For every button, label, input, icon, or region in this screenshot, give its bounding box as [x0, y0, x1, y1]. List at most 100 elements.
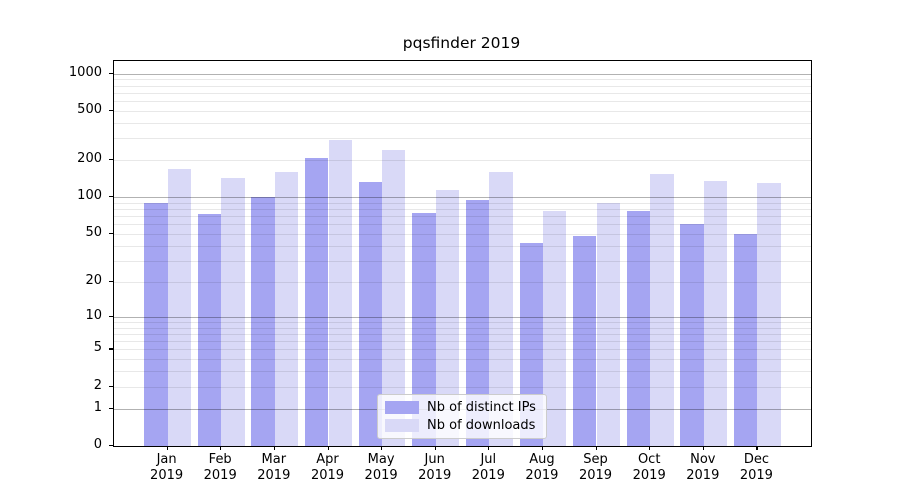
- y-tick-mark: [109, 110, 113, 112]
- legend-item-distinct-ips: Nb of distinct IPs: [385, 400, 539, 415]
- bar-distinct-ips-feb: [197, 214, 222, 446]
- x-tick-mark: [220, 446, 222, 450]
- bar-distinct-ips-mar: [251, 197, 275, 446]
- bar-downloads-nov: [703, 181, 728, 446]
- bar-downloads-sep: [596, 202, 620, 446]
- gridline-minor: [114, 202, 811, 204]
- x-tick-mark: [166, 446, 168, 450]
- y-tick-label: 10: [85, 307, 102, 323]
- legend-swatch-distinct-ips: [385, 401, 419, 414]
- y-tick-label: 1000: [68, 64, 102, 80]
- gridline-minor: [114, 209, 811, 211]
- x-tick-label: Jun 2019: [418, 452, 452, 483]
- y-tick-label: 0: [93, 437, 102, 452]
- bar-downloads-oct: [650, 173, 674, 446]
- gridline-minor: [114, 160, 811, 162]
- x-tick-label: Jan 2019: [150, 452, 184, 483]
- y-tick-mark: [109, 315, 113, 317]
- x-tick-mark: [327, 446, 329, 450]
- y-tick-mark: [109, 233, 113, 235]
- gridline-minor: [114, 245, 811, 247]
- gridline-major: [114, 316, 811, 318]
- x-tick-label: Nov 2019: [686, 452, 720, 483]
- bar-distinct-ips-jun: [412, 212, 436, 446]
- x-tick-label: Apr 2019: [310, 452, 345, 483]
- y-tick-label: 2: [93, 377, 102, 393]
- bar-distinct-ips-sep: [573, 236, 597, 446]
- gridline-major: [114, 197, 811, 199]
- gridline-minor: [114, 371, 811, 373]
- x-tick-label: Jul 2019: [471, 452, 505, 483]
- gridline-minor: [114, 359, 811, 361]
- bar-downloads-feb: [221, 178, 245, 446]
- legend-label-downloads: Nb of downloads: [427, 418, 536, 433]
- bar-downloads-dec: [757, 183, 781, 446]
- bar-distinct-ips-oct: [626, 211, 651, 446]
- bar-distinct-ips-nov: [680, 224, 704, 446]
- legend: Nb of distinct IPs Nb of downloads: [377, 394, 547, 439]
- y-tick-label: 5: [93, 340, 102, 356]
- x-tick-label: Oct 2019: [632, 452, 666, 483]
- gridline-minor: [114, 224, 811, 226]
- bar-distinct-ips-apr: [305, 158, 329, 446]
- y-tick-label: 20: [85, 272, 102, 288]
- bar-distinct-ips-may: [358, 182, 383, 446]
- x-tick-mark: [649, 446, 651, 450]
- gridline-minor: [114, 92, 811, 94]
- bar-distinct-ips-jul: [465, 200, 490, 446]
- chart-title: pqsfinder 2019: [402, 34, 521, 52]
- gridline-minor: [114, 321, 811, 323]
- gridline-minor: [114, 234, 811, 236]
- x-tick-mark: [488, 446, 490, 450]
- bar-downloads-jun: [435, 189, 460, 446]
- x-tick-mark: [434, 446, 436, 450]
- x-tick-label: Feb 2019: [203, 452, 237, 483]
- x-tick-label: Dec 2019: [739, 452, 773, 483]
- plot-area: [113, 60, 812, 447]
- x-tick-mark: [702, 446, 704, 450]
- gridline-minor: [114, 138, 811, 140]
- gridline-major: [114, 73, 811, 75]
- gridline-minor: [114, 79, 811, 81]
- y-tick-label: 100: [77, 188, 102, 204]
- y-tick-label: 500: [77, 102, 102, 117]
- x-tick-mark: [381, 446, 383, 450]
- gridline-minor: [114, 341, 811, 343]
- y-tick-mark: [109, 196, 113, 198]
- y-tick-mark: [109, 445, 113, 447]
- gridline-minor: [114, 85, 811, 87]
- gridline-minor: [114, 349, 811, 351]
- gridline-minor: [114, 327, 811, 329]
- y-tick-mark: [109, 407, 113, 409]
- bar-distinct-ips-dec: [734, 234, 758, 446]
- x-tick-mark: [756, 446, 758, 450]
- y-tick-mark: [109, 72, 113, 74]
- y-tick-mark: [109, 280, 113, 283]
- bar-downloads-jan: [167, 168, 191, 446]
- gridline-minor: [114, 101, 811, 103]
- y-tick-label: 200: [77, 151, 102, 167]
- x-tick-label: Aug 2019: [525, 452, 559, 483]
- gridline-minor: [114, 386, 811, 388]
- bar-downloads-mar: [274, 171, 299, 446]
- legend-swatch-downloads: [385, 419, 419, 432]
- gridline-minor: [114, 111, 811, 112]
- y-tick-mark: [109, 159, 113, 161]
- gridline-minor: [114, 260, 811, 262]
- gridline-minor: [114, 281, 811, 283]
- bar-distinct-ips-jan: [144, 202, 168, 446]
- y-tick-mark: [109, 385, 113, 387]
- x-tick-label: Mar 2019: [257, 452, 291, 483]
- y-tick-label: 1: [93, 399, 102, 415]
- bar-downloads-apr: [328, 140, 352, 446]
- x-tick-mark: [273, 446, 275, 450]
- bar-downloads-jul: [489, 172, 513, 446]
- x-tick-mark: [595, 446, 597, 450]
- x-tick-mark: [541, 446, 544, 450]
- x-tick-label: May 2019: [364, 452, 398, 483]
- legend-label-distinct-ips: Nb of distinct IPs: [427, 400, 536, 415]
- bar-downloads-may: [382, 150, 406, 446]
- legend-item-downloads: Nb of downloads: [385, 418, 539, 433]
- x-tick-label: Sep 2019: [578, 452, 613, 483]
